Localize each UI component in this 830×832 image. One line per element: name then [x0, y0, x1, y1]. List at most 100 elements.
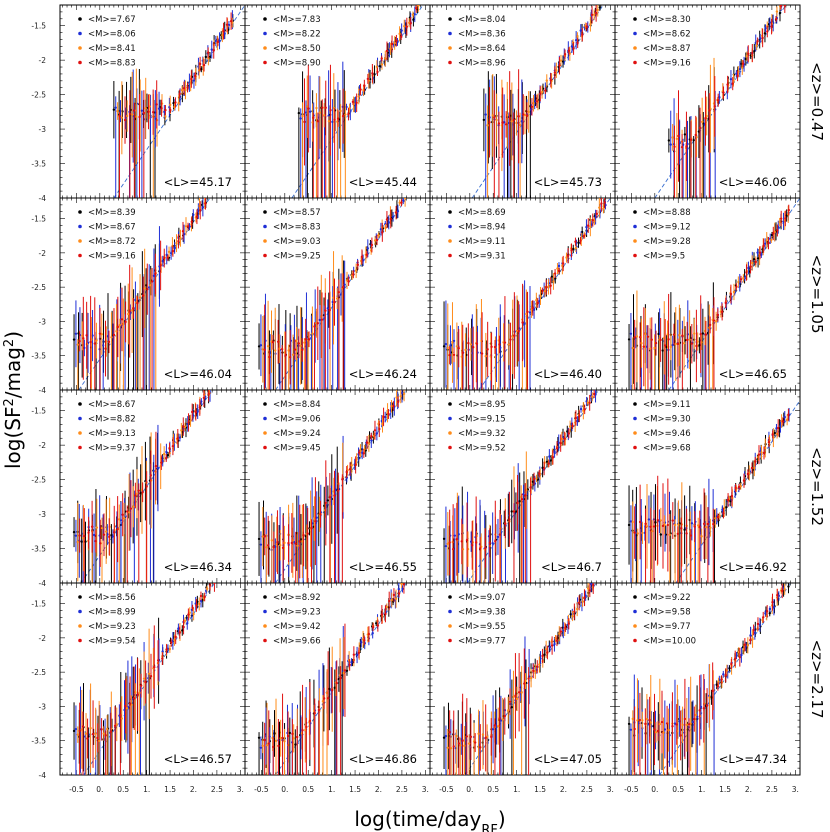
data-point [82, 337, 85, 340]
data-point [742, 479, 746, 482]
data-point [161, 259, 164, 263]
data-point [770, 25, 773, 28]
data-point [591, 218, 594, 222]
data-point [708, 109, 711, 112]
data-point [766, 30, 769, 33]
data-point [186, 86, 189, 89]
data-point [319, 513, 322, 516]
data-point [380, 63, 384, 66]
data-point [547, 285, 550, 288]
data-point [549, 79, 553, 82]
data-point [324, 501, 328, 505]
data-point [163, 256, 166, 260]
data-point [166, 256, 169, 259]
legend-label-1: <M>=7.83 [273, 15, 321, 25]
data-point [482, 118, 486, 122]
legend-marker-4 [633, 60, 637, 65]
data-point [642, 345, 645, 348]
data-point [180, 88, 184, 92]
data-point [162, 452, 166, 456]
series-4 [263, 199, 403, 390]
data-point [692, 138, 695, 142]
data-point [271, 341, 275, 344]
data-point [287, 541, 290, 545]
series-4 [633, 204, 790, 390]
data-point [559, 59, 563, 62]
legend-label-4: <M>=9.16 [88, 252, 136, 262]
data-point [303, 120, 306, 124]
legend-marker-3 [263, 431, 267, 435]
data-point [190, 77, 193, 81]
data-point [583, 408, 586, 411]
data-point [326, 499, 330, 502]
data-point [194, 411, 197, 414]
data-point [387, 412, 390, 416]
data-point [92, 533, 96, 537]
data-point [373, 73, 376, 76]
data-point [747, 266, 750, 270]
data-point [745, 54, 749, 58]
data-point [518, 500, 521, 503]
data-point [730, 494, 734, 498]
legend-label-3: <M>=9.24 [273, 429, 321, 439]
data-point [585, 225, 588, 229]
data-point [731, 82, 734, 85]
legend-label-1: <M>=8.04 [458, 15, 506, 25]
data-point [560, 437, 564, 441]
data-point [202, 396, 206, 400]
data-point [640, 341, 643, 345]
data-point [698, 344, 701, 347]
data-point [602, 207, 605, 210]
data-point [470, 544, 474, 547]
data-point [311, 332, 314, 335]
data-point [290, 541, 294, 545]
data-point [753, 466, 756, 470]
data-point [708, 323, 712, 327]
data-point [556, 267, 559, 270]
data-point [115, 330, 118, 333]
data-point [754, 260, 757, 264]
data-point [571, 424, 574, 428]
data-point [87, 531, 90, 534]
panel-data [627, 198, 800, 390]
data-point [631, 520, 634, 524]
legend: <M>=8.88 <M>=9.12 <M>=9.28 <M>=9.5 [633, 208, 691, 262]
data-point [572, 47, 575, 50]
data-point [444, 544, 448, 548]
series-3 [261, 198, 407, 390]
data-point [152, 274, 156, 278]
data-point [755, 44, 758, 48]
legend-label-1: <M>=7.67 [88, 15, 136, 25]
data-point [405, 25, 409, 28]
legend-label-2: <M>=8.67 [88, 223, 136, 233]
data-point [474, 541, 478, 544]
data-point [125, 114, 129, 118]
data-point [382, 415, 385, 419]
data-point [122, 517, 126, 520]
data-point [201, 206, 205, 209]
data-point [775, 432, 779, 436]
data-point [484, 113, 487, 116]
panel-data [442, 198, 611, 390]
data-point [493, 345, 497, 349]
luminosity-label: <L>=45.73 [534, 175, 602, 189]
data-point [754, 460, 757, 463]
legend-marker-2 [633, 31, 637, 36]
data-point [176, 437, 179, 440]
data-point [667, 139, 671, 142]
data-point [659, 533, 663, 536]
luminosity-label: <L>=46.7 [541, 560, 602, 574]
data-point [480, 352, 484, 355]
data-point [355, 101, 358, 104]
data-point [100, 333, 103, 336]
data-point [147, 110, 150, 113]
data-point [403, 198, 407, 200]
data-point [576, 419, 579, 423]
data-point [522, 113, 525, 116]
luminosity-label: <L>=46.06 [719, 175, 787, 189]
data-point [378, 427, 381, 431]
data-point [568, 425, 572, 428]
data-point [690, 522, 694, 525]
data-point [699, 332, 702, 336]
data-point [751, 51, 754, 55]
